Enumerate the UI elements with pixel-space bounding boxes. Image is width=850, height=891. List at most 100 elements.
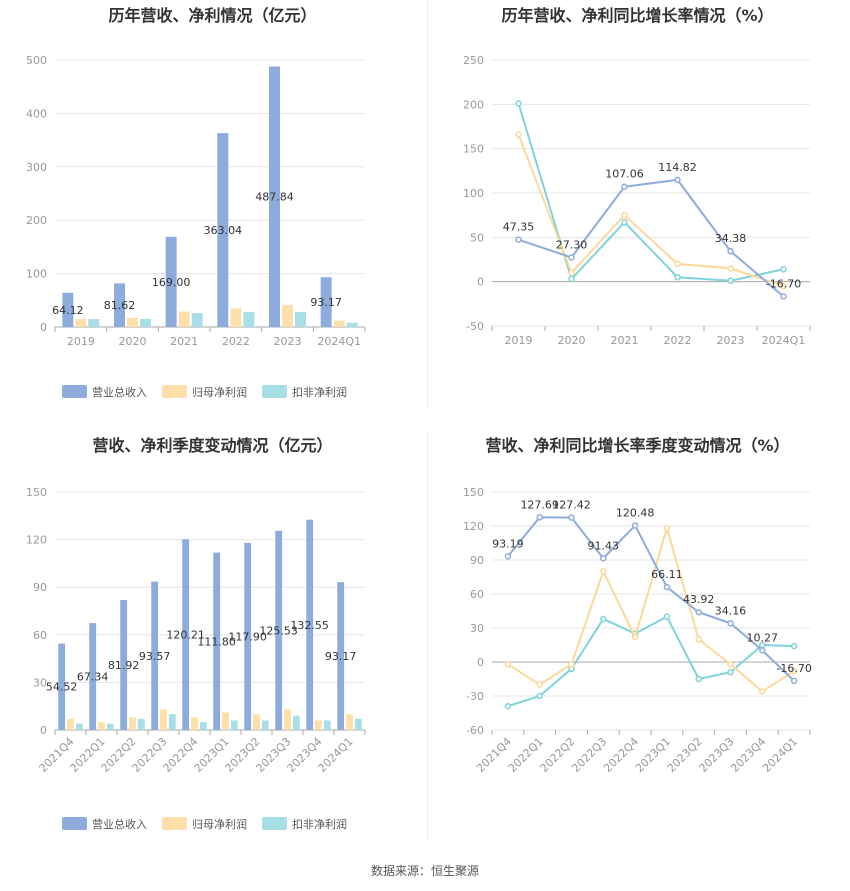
data-point — [674, 273, 681, 281]
bar — [261, 720, 269, 730]
x-tick-label: 2019 — [67, 335, 95, 348]
data-label: 120.48 — [616, 506, 655, 519]
data-label: 64.12 — [52, 304, 84, 317]
data-point — [674, 260, 681, 268]
bar — [160, 709, 167, 730]
data-point — [568, 269, 575, 277]
legend-label: 营业总收入 — [92, 817, 147, 831]
bar — [337, 582, 345, 730]
annual-revenue-profit-panel: 历年营收、净利情况（亿元） 0 100 200 300 400 500 2019 2020 20… — [0, 0, 425, 432]
bar — [191, 717, 198, 730]
data-label: 81.62 — [104, 299, 136, 312]
bar — [129, 717, 136, 730]
data-source-footer: 数据来源：恒生聚源 — [370, 864, 479, 878]
x-tick-label: 2023 — [717, 334, 745, 347]
chart-title: 历年营收、净利情况（亿元） — [108, 6, 317, 25]
data-point — [695, 608, 702, 616]
x-tick-label: 2021 — [611, 334, 639, 347]
quarterly-revenue-profit-panel: 营收、净利季度变动情况（亿元） 0 30 60 90 120 150 2021Q4 2022Q… — [0, 430, 425, 862]
x-tick-label: 2019 — [505, 334, 533, 347]
legend-label: 扣非净利润 — [292, 817, 347, 831]
data-label: 93.17 — [310, 296, 342, 309]
bar — [346, 714, 353, 730]
data-point — [621, 183, 628, 190]
bar — [269, 66, 280, 327]
bar — [140, 318, 151, 327]
x-tick-label: 2020 — [119, 335, 147, 348]
x-tick-label: 2024Q1 — [760, 735, 800, 775]
data-point — [663, 525, 671, 532]
y-tick-label: 60 — [470, 588, 484, 601]
y-tick-label: 30 — [33, 676, 47, 689]
y-tick-label: 200 — [26, 214, 47, 227]
y-tick-label: 0 — [477, 656, 484, 669]
data-point — [568, 275, 575, 283]
data-point — [568, 254, 575, 261]
quarterly-bar-chart: 03060901201502021Q42022Q12022Q22022Q3202… — [26, 486, 366, 831]
bar — [222, 712, 229, 730]
data-point — [515, 100, 522, 107]
series-line — [507, 615, 795, 708]
bar — [114, 283, 125, 327]
y-tick-label: 100 — [463, 187, 484, 200]
bar — [354, 718, 362, 730]
legend-label: 归母净利润 — [192, 385, 247, 399]
data-point — [727, 661, 734, 668]
bar — [137, 718, 145, 730]
data-label: -16.70 — [776, 662, 811, 675]
data-point — [780, 282, 787, 290]
bar — [89, 623, 97, 730]
data-label: 10.27 — [747, 631, 779, 644]
y-tick-label: 150 — [26, 486, 47, 499]
data-point — [695, 675, 702, 683]
legend-label: 归母净利润 — [192, 817, 247, 831]
data-point — [536, 514, 543, 521]
bar — [191, 313, 203, 327]
series-line — [517, 103, 784, 282]
data-label: 487.84 — [255, 191, 294, 204]
data-label: -16.70 — [766, 277, 801, 290]
y-tick-label: 500 — [26, 54, 47, 67]
bar — [275, 530, 283, 730]
series-line — [507, 516, 795, 682]
data-point — [759, 688, 766, 695]
data-label: 93.57 — [139, 650, 171, 663]
bar — [230, 720, 238, 730]
data-label: 66.11 — [651, 568, 683, 581]
data-point — [790, 667, 798, 675]
data-label: 120.21 — [166, 629, 205, 642]
y-tick-label: 60 — [33, 629, 47, 642]
data-label: 91.43 — [588, 539, 620, 552]
y-tick-label: -50 — [466, 320, 484, 333]
data-point — [504, 553, 512, 560]
data-label: 43.92 — [683, 593, 715, 606]
data-label: 67.34 — [77, 671, 109, 684]
bar — [230, 308, 242, 327]
y-tick-label: 100 — [26, 268, 47, 281]
data-point — [663, 613, 671, 620]
quarterly-growth-line-chart: -60-3003060901201502021Q42022Q12022Q2202… — [463, 486, 812, 775]
data-point — [515, 131, 522, 138]
data-point — [600, 568, 607, 575]
annual-bar-chart: 0 100 200 300 400 500 2019 2020 2021 2022 2023 2024… — [26, 54, 366, 399]
data-point — [504, 702, 512, 710]
bar — [333, 320, 345, 327]
y-tick-label: 400 — [26, 107, 47, 120]
data-label: 125.53 — [259, 624, 298, 637]
data-label: 47.35 — [503, 221, 535, 234]
legend-swatch — [62, 385, 87, 398]
panel-divider-top — [427, 0, 428, 408]
data-point — [536, 692, 543, 700]
data-label: 34.16 — [715, 604, 747, 617]
data-label: 127.42 — [552, 499, 591, 512]
data-point — [568, 661, 575, 668]
y-tick-label: 50 — [470, 231, 484, 244]
y-tick-label: 150 — [463, 143, 484, 156]
data-label: 117.90 — [228, 630, 267, 643]
bar — [199, 722, 207, 730]
data-label: 81.92 — [108, 659, 140, 672]
bar — [98, 722, 105, 730]
data-label: 169.00 — [152, 276, 191, 289]
data-label: 111.80 — [197, 635, 236, 648]
data-label: 107.06 — [605, 168, 644, 181]
